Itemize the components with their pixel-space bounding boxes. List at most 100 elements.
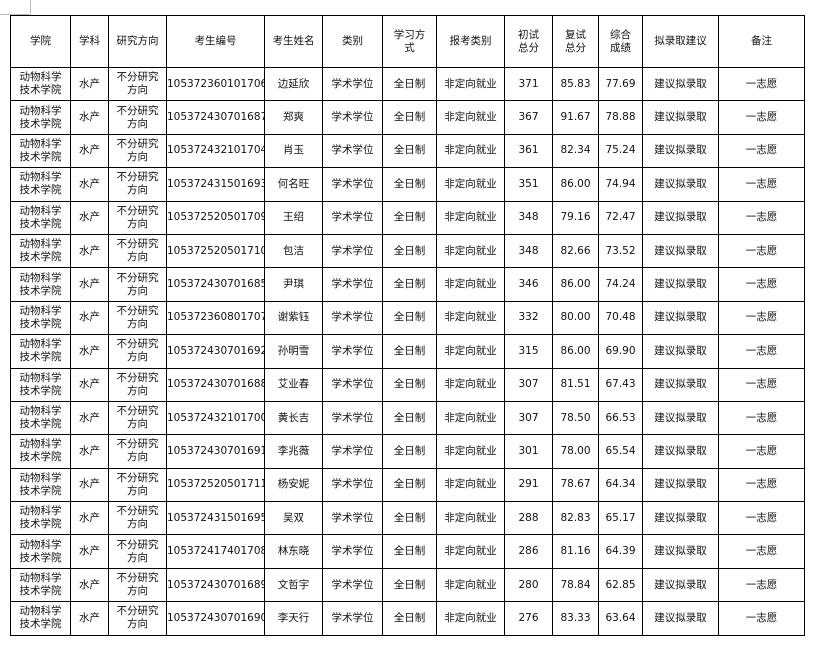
cell-admission-suggestion: 建议拟录取	[642, 66, 719, 102]
cell-preliminary-score: 307	[504, 367, 553, 402]
cell-study-mode: 全日制	[382, 167, 437, 202]
cell-application-type: 非定向就业	[436, 200, 505, 235]
cell-admission-suggestion: 建议拟录取	[642, 400, 719, 436]
cell-overall-score: 77.69	[598, 66, 643, 102]
cell-college: 动物科学技术学院	[10, 567, 71, 603]
table-row: 动物科学技术学院 水产 不分研究方向 105372432101700 黄长吉 学术学位 全日…	[10, 400, 805, 436]
cell-retest-score: 82.66	[552, 233, 599, 269]
cell-preliminary-score: 371	[504, 66, 553, 102]
cell-candidate-id: 105372430701688	[166, 367, 265, 402]
cell-remark: 一志愿	[718, 66, 805, 102]
cell-application-type: 非定向就业	[436, 367, 505, 402]
cell-remark: 一志愿	[718, 367, 805, 402]
cell-application-type: 非定向就业	[436, 534, 505, 569]
cell-application-type: 非定向就业	[436, 501, 505, 536]
cell-preliminary-score: 351	[504, 167, 553, 202]
cell-preliminary-score: 288	[504, 501, 553, 536]
header-application-type: 报考类别	[436, 15, 505, 68]
crop-mark-horizontal	[0, 14, 30, 15]
cell-category: 学术学位	[322, 233, 383, 269]
table-row: 动物科学技术学院 水产 不分研究方向 105372430701688 艾业春 学术学位 全日…	[10, 367, 805, 402]
cell-study-mode: 全日制	[382, 200, 437, 235]
cell-discipline: 水产	[70, 367, 109, 402]
cell-retest-score: 91.67	[552, 100, 599, 135]
cell-college: 动物科学技术学院	[10, 200, 71, 235]
header-remark: 备注	[718, 15, 805, 68]
cell-discipline: 水产	[70, 267, 109, 302]
cell-research-direction: 不分研究方向	[108, 100, 167, 135]
cell-candidate-name: 林东晓	[264, 534, 323, 569]
cell-candidate-id: 105372430701685	[166, 267, 265, 302]
cell-discipline: 水产	[70, 300, 109, 336]
cell-discipline: 水产	[70, 534, 109, 569]
cell-application-type: 非定向就业	[436, 434, 505, 469]
cell-college: 动物科学技术学院	[10, 267, 71, 302]
cell-candidate-name: 王绍	[264, 200, 323, 235]
cell-overall-score: 69.90	[598, 334, 643, 369]
header-admission-suggestion: 拟录取建议	[642, 15, 719, 68]
cell-research-direction: 不分研究方向	[108, 300, 167, 336]
cell-candidate-id: 105372430701687	[166, 100, 265, 135]
cell-college: 动物科学技术学院	[10, 501, 71, 536]
cell-candidate-id: 105372520501710	[166, 233, 265, 269]
cell-application-type: 非定向就业	[436, 133, 505, 169]
table-row: 动物科学技术学院 水产 不分研究方向 105372431501693 何名旺 学术学位 全日…	[10, 167, 805, 202]
cell-remark: 一志愿	[718, 334, 805, 369]
cell-overall-score: 75.24	[598, 133, 643, 169]
table-row: 动物科学技术学院 水产 不分研究方向 105372430701689 文哲宇 学术学位 全日…	[10, 567, 805, 603]
cell-study-mode: 全日制	[382, 300, 437, 336]
table-row: 动物科学技术学院 水产 不分研究方向 105372360101706 边延欣 学术学位 全日…	[10, 66, 805, 102]
cell-college: 动物科学技术学院	[10, 367, 71, 402]
cell-retest-score: 78.67	[552, 467, 599, 503]
cell-college: 动物科学技术学院	[10, 601, 71, 636]
cell-discipline: 水产	[70, 66, 109, 102]
cell-candidate-id: 105372360101706	[166, 66, 265, 102]
cell-college: 动物科学技术学院	[10, 233, 71, 269]
cell-remark: 一志愿	[718, 534, 805, 569]
table-row: 动物科学技术学院 水产 不分研究方向 105372520501711 杨安妮 学术学位 全日…	[10, 467, 805, 503]
cell-college: 动物科学技术学院	[10, 400, 71, 436]
cell-study-mode: 全日制	[382, 267, 437, 302]
cell-remark: 一志愿	[718, 434, 805, 469]
cell-category: 学术学位	[322, 501, 383, 536]
cell-discipline: 水产	[70, 601, 109, 636]
table-row: 动物科学技术学院 水产 不分研究方向 105372430701690 李天行 学术学位 全日…	[10, 601, 805, 636]
cell-category: 学术学位	[322, 334, 383, 369]
cell-discipline: 水产	[70, 133, 109, 169]
cell-research-direction: 不分研究方向	[108, 200, 167, 235]
cell-overall-score: 63.64	[598, 601, 643, 636]
cell-research-direction: 不分研究方向	[108, 167, 167, 202]
cell-preliminary-score: 276	[504, 601, 553, 636]
cell-retest-score: 81.16	[552, 534, 599, 569]
cell-preliminary-score: 307	[504, 400, 553, 436]
cell-remark: 一志愿	[718, 133, 805, 169]
cell-overall-score: 65.17	[598, 501, 643, 536]
cell-college: 动物科学技术学院	[10, 133, 71, 169]
cell-overall-score: 70.48	[598, 300, 643, 336]
crop-mark-vertical	[30, 0, 31, 14]
cell-admission-suggestion: 建议拟录取	[642, 167, 719, 202]
cell-category: 学术学位	[322, 601, 383, 636]
table-row: 动物科学技术学院 水产 不分研究方向 105372520501710 包洁 学术学位 全日制…	[10, 233, 805, 269]
cell-application-type: 非定向就业	[436, 66, 505, 102]
cell-retest-score: 83.33	[552, 601, 599, 636]
cell-research-direction: 不分研究方向	[108, 601, 167, 636]
cell-admission-suggestion: 建议拟录取	[642, 100, 719, 135]
cell-study-mode: 全日制	[382, 434, 437, 469]
cell-research-direction: 不分研究方向	[108, 367, 167, 402]
cell-overall-score: 64.39	[598, 534, 643, 569]
header-category: 类别	[322, 15, 383, 68]
cell-overall-score: 73.52	[598, 233, 643, 269]
cell-research-direction: 不分研究方向	[108, 567, 167, 603]
header-research-direction: 研究方向	[108, 15, 167, 68]
cell-retest-score: 86.00	[552, 267, 599, 302]
cell-candidate-id: 105372520501711	[166, 467, 265, 503]
cell-category: 学术学位	[322, 300, 383, 336]
cell-candidate-name: 郑爽	[264, 100, 323, 135]
header-candidate-name: 考生姓名	[264, 15, 323, 68]
cell-study-mode: 全日制	[382, 467, 437, 503]
cell-category: 学术学位	[322, 167, 383, 202]
cell-preliminary-score: 332	[504, 300, 553, 336]
cell-candidate-name: 李兆薇	[264, 434, 323, 469]
cell-study-mode: 全日制	[382, 233, 437, 269]
